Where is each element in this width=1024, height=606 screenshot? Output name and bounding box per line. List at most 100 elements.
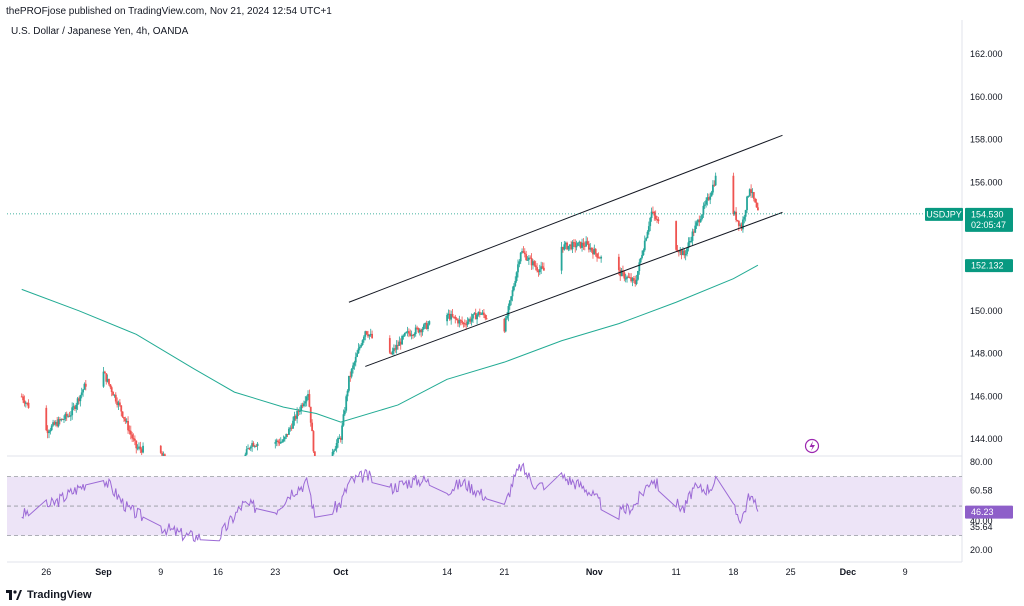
candle-body [532, 261, 534, 266]
time-tick-label: Oct [333, 567, 348, 577]
candle-body [712, 184, 714, 193]
candle-body [69, 415, 72, 417]
candle-body [251, 443, 254, 447]
candle-body [645, 238, 648, 241]
candle-body [454, 316, 457, 319]
candle-body [575, 245, 578, 248]
candle-body [167, 460, 169, 463]
candle-body [698, 219, 701, 223]
candle-body [71, 407, 74, 416]
candle-body [363, 336, 365, 341]
candle-body [331, 451, 334, 456]
candle-body [517, 264, 519, 273]
candle-body [637, 270, 639, 280]
candle-body [248, 448, 251, 450]
candle-body [564, 242, 567, 245]
candle-body [49, 430, 52, 432]
candle-body [312, 431, 315, 452]
candle-body [398, 341, 401, 346]
candle-body [683, 250, 686, 256]
candle-body [624, 278, 627, 280]
candle-body [242, 461, 244, 462]
candle-body [349, 375, 352, 377]
candle-body [511, 290, 514, 297]
candle-body [343, 410, 346, 415]
candle-body [402, 335, 405, 337]
candle-body [142, 445, 144, 453]
candle-body [418, 329, 421, 333]
candle-body [519, 252, 522, 262]
symbol-tag-label: USDJPY [926, 209, 962, 219]
candle-body [453, 316, 455, 318]
candle-body [298, 410, 301, 412]
candle-body [369, 333, 372, 335]
candle-body [311, 422, 314, 432]
flash-icon[interactable] [804, 438, 820, 454]
candle-body [255, 445, 258, 447]
candle-body [714, 175, 717, 186]
candle-body [523, 252, 526, 255]
candle-body [288, 428, 290, 435]
candle-body [424, 322, 427, 325]
candle-body [84, 383, 87, 387]
price-tick-label: 160.000 [970, 92, 1003, 102]
price-tick-label: 144.000 [970, 434, 1003, 444]
channel-upper-line[interactable] [348, 134, 783, 303]
candle-body [290, 427, 293, 429]
candle-body [536, 267, 538, 271]
candle-body [61, 419, 64, 421]
footer-brand[interactable]: TradingView [6, 589, 92, 601]
candle-body [82, 389, 84, 393]
candle-body [526, 259, 529, 261]
time-tick-label: 25 [786, 567, 796, 577]
candle-body [350, 369, 353, 377]
candle-body [589, 247, 592, 250]
candle-body [337, 437, 339, 444]
symbol-title: U.S. Dollar / Japanese Yen, 4h, OANDA [11, 26, 189, 37]
symbol-tag [925, 207, 963, 221]
candle-body [48, 431, 50, 434]
candle-body [628, 277, 631, 279]
candle-body [737, 220, 740, 226]
candle-body [393, 348, 395, 352]
candle-body [450, 313, 453, 320]
time-tick-label: Sep [95, 567, 112, 577]
candle-body [20, 396, 23, 398]
candle-body [253, 445, 256, 447]
candle-body [617, 256, 620, 270]
candle-body [361, 340, 364, 345]
candle-body [757, 207, 759, 211]
candle-body [646, 231, 649, 239]
candle-body [581, 242, 583, 248]
candle-body [309, 406, 312, 423]
candle-body [510, 296, 513, 301]
candle-body [590, 247, 593, 251]
candle-body [239, 469, 241, 470]
channel-lower-line[interactable] [365, 211, 783, 367]
candle-body [540, 266, 543, 270]
candle-body [68, 415, 71, 417]
candle-body [631, 278, 634, 282]
candle-body [169, 462, 171, 467]
flash-icon-bolt [809, 441, 815, 451]
candle-body [397, 344, 399, 346]
candle-body [596, 253, 598, 258]
candle-body [168, 460, 170, 462]
candle-body [109, 384, 112, 388]
candle-body [567, 245, 570, 250]
candle-body [480, 313, 483, 315]
price-tick-label: 146.000 [970, 391, 1003, 401]
candle-body [485, 318, 488, 320]
candle-body [635, 279, 638, 284]
candle-body [470, 318, 473, 322]
candle-body [632, 278, 635, 281]
candle-body [26, 402, 29, 404]
candle-body [60, 419, 63, 421]
candle-body [406, 331, 409, 333]
candle-body [522, 251, 525, 253]
candle-body [574, 242, 577, 248]
candle-body [308, 394, 311, 407]
candle-body [346, 390, 349, 397]
candle-body [120, 405, 123, 412]
